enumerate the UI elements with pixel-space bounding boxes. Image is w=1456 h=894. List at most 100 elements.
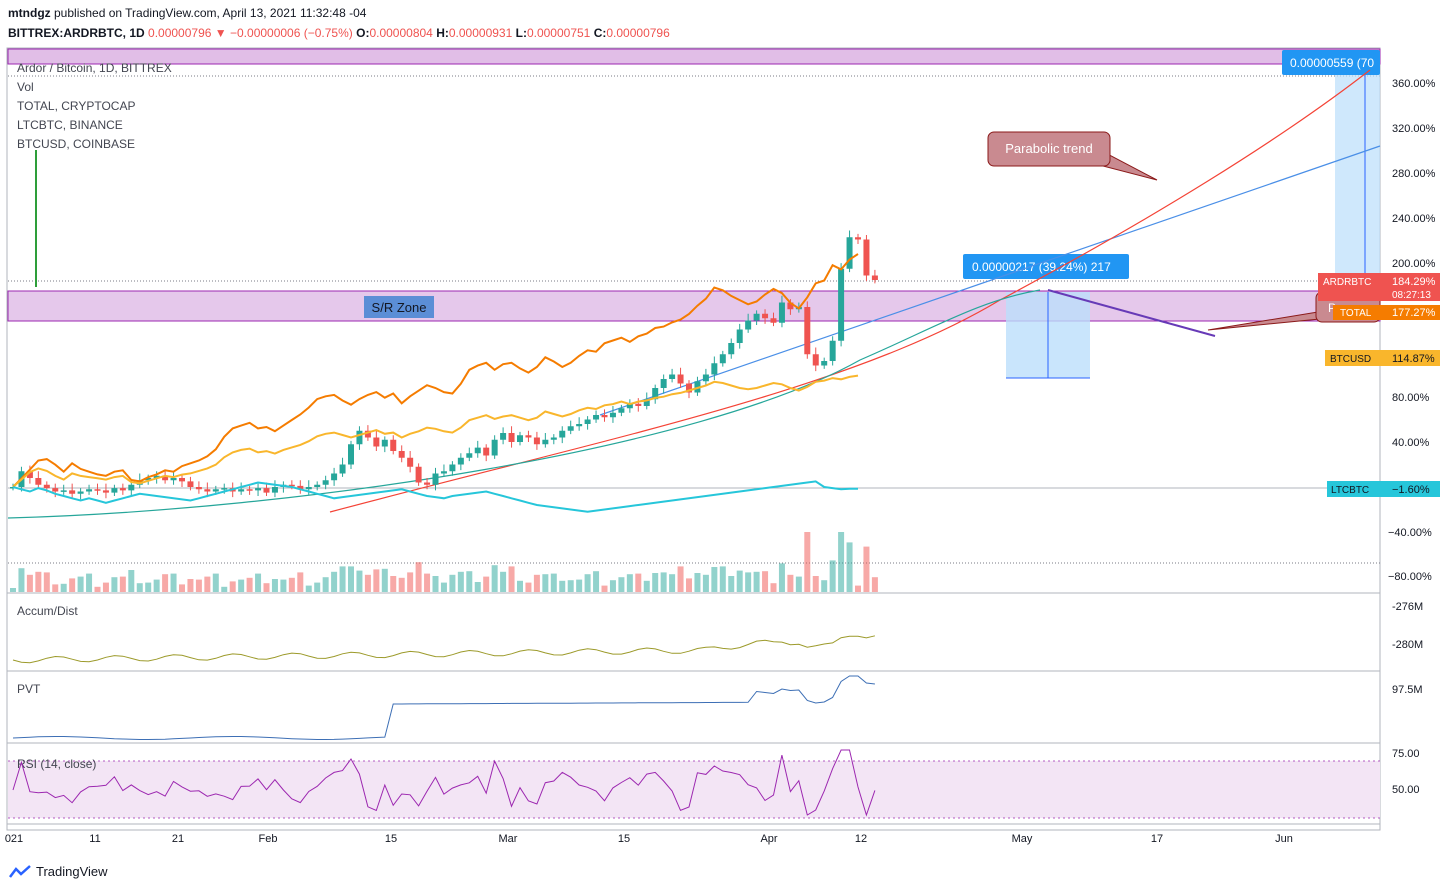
candle-body — [297, 485, 304, 490]
volume-bar — [136, 583, 143, 592]
volume-bar — [787, 574, 794, 592]
parabolic-callout[interactable] — [987, 131, 1111, 167]
ad-line[interactable] — [12, 635, 876, 664]
candle-body — [838, 268, 845, 341]
candle-body — [52, 488, 59, 492]
ardrbtc-tag — [1318, 273, 1440, 301]
volume-bar — [838, 532, 845, 592]
publish-info: published on TradingView.com, April 13, … — [54, 6, 367, 20]
sr-zone-label-box — [364, 296, 434, 318]
volume-bar — [364, 574, 371, 592]
candle-body — [517, 435, 523, 442]
volume-bar — [288, 577, 295, 592]
blue-trend-line[interactable] — [599, 145, 1381, 416]
x-tick: Mar — [499, 833, 518, 845]
x-tick: 15 — [385, 833, 397, 845]
candle-body — [618, 408, 625, 413]
btcusd-tag-name: BTCUSD — [1330, 354, 1371, 365]
x-tick: Jun — [1275, 833, 1293, 845]
volume-bar — [652, 573, 659, 592]
candle-body — [821, 361, 828, 366]
volume-bar — [424, 573, 431, 592]
volume-bar — [356, 570, 363, 592]
volume-bar — [483, 576, 490, 592]
volume-bar — [669, 574, 676, 592]
y-axis: 360.00% 320.00% 280.00% 240.00% 200.00% … — [1388, 78, 1436, 583]
candle-body — [474, 447, 481, 454]
purple-line[interactable] — [1047, 289, 1216, 337]
candle-body — [364, 430, 371, 438]
close-label: C: — [593, 26, 607, 40]
candle-body — [525, 435, 532, 438]
volume-bar — [559, 580, 566, 592]
pvt-tick: 97.5M — [1392, 684, 1423, 696]
candles — [10, 230, 878, 500]
candle-body — [35, 478, 42, 485]
ad-tick: -276M — [1392, 601, 1423, 613]
ohlc-header: BITTREX:ARDRBTC, 1D 0.00000796 ▼ −0.0000… — [8, 26, 670, 40]
green-curve[interactable] — [7, 289, 1041, 519]
footer[interactable]: TradingView — [8, 864, 108, 879]
volume-bar — [863, 546, 870, 592]
candle-body — [719, 354, 726, 364]
candle-body — [593, 415, 600, 420]
candle-body — [212, 489, 219, 492]
candle-body — [432, 473, 439, 485]
volume-bar — [719, 566, 726, 592]
candle-body — [153, 475, 160, 478]
volume-bar — [601, 585, 608, 592]
volume-bar — [745, 572, 752, 592]
series-line-btcusd[interactable] — [12, 374, 859, 488]
volume-bar — [60, 583, 67, 592]
volume-bar — [26, 574, 33, 592]
candle-body — [457, 457, 464, 465]
volume-bar — [711, 567, 718, 592]
ad-title: Accum/Dist — [17, 604, 78, 618]
sr-zone[interactable] — [7, 290, 1381, 322]
volume-bar — [677, 566, 684, 592]
volume-bar — [18, 568, 25, 592]
rsi-tick: 50.00 — [1392, 784, 1420, 796]
candle-body — [576, 424, 583, 427]
ardrbtc-tag-name: ARDRBTC — [1323, 277, 1371, 288]
candle-body — [339, 464, 346, 474]
x-tick: 12 — [855, 833, 867, 845]
author-name[interactable]: mtndgz — [8, 6, 51, 20]
rsi-band — [8, 761, 1380, 818]
pvt-line[interactable] — [12, 675, 875, 740]
candle-body — [702, 374, 709, 382]
volume-bar — [466, 571, 473, 592]
high-value: 0.00000931 — [448, 26, 513, 40]
parabolic-callout-text: Parabolic trend — [1005, 141, 1092, 156]
volume-bar — [440, 582, 447, 592]
candle-body — [331, 473, 338, 481]
series-line-ltcbtc[interactable] — [12, 480, 858, 513]
volume-bar — [229, 581, 236, 592]
volume-bar — [271, 579, 278, 592]
volume-bar — [550, 573, 557, 592]
volume-bar — [491, 565, 498, 592]
volume-bar — [508, 566, 515, 592]
tradingview-logo-icon — [9, 864, 31, 878]
volume-bar — [525, 582, 532, 592]
volume-bar — [179, 584, 185, 592]
volume-bar — [86, 573, 93, 592]
x-tick: 021 — [5, 833, 23, 845]
brand-label: TradingView — [36, 864, 108, 879]
candle-body — [246, 489, 253, 491]
measure-box-top[interactable] — [1335, 64, 1380, 288]
candle-body — [424, 482, 431, 485]
candle-body — [288, 484, 295, 487]
legend-ltcbtc: LTCBTC, BINANCE — [17, 118, 123, 132]
series-line-total[interactable] — [12, 253, 859, 488]
rsi-line[interactable] — [12, 749, 876, 817]
candle-body — [855, 237, 861, 240]
candle-body — [711, 363, 718, 375]
candle-body — [102, 490, 109, 493]
x-tick: 21 — [172, 833, 184, 845]
volume-bar — [10, 588, 16, 592]
ltcbtc-tag-name: LTCBTC — [1331, 485, 1369, 496]
parabolic-curve[interactable] — [329, 69, 1371, 513]
candle-body — [601, 415, 608, 418]
